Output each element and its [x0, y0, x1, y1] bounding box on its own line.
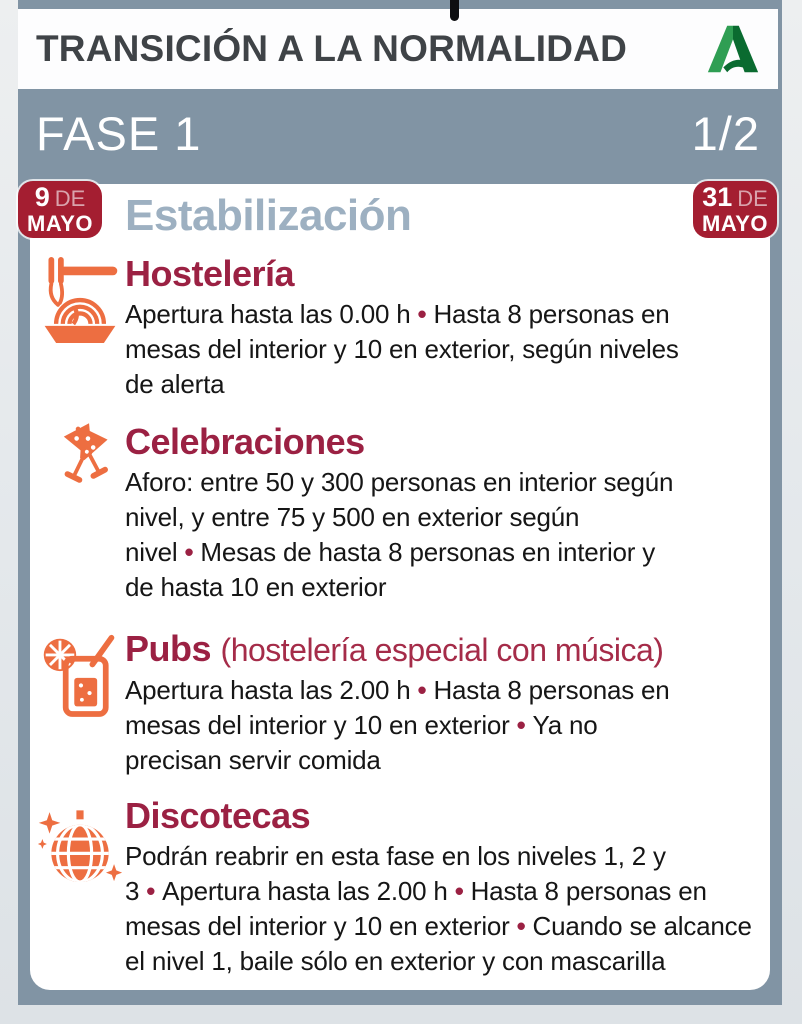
bullet-separator: •	[417, 675, 427, 705]
start-day: 9	[34, 182, 50, 212]
page-indicator: 1/2	[691, 106, 760, 160]
end-month: MAYO	[702, 211, 768, 236]
disco-ball-icon	[35, 796, 125, 979]
phase-bar: FASE 1 1/2	[18, 94, 778, 172]
section-title: Pubs (hostelería especial con música)	[125, 629, 770, 670]
end-date-badge: 31 DE MAYO	[693, 181, 777, 238]
section-title: Hostelería	[125, 253, 295, 294]
section-title-main: Pubs	[125, 628, 212, 669]
stage-header: Estabilización	[30, 184, 770, 246]
start-de: DE	[54, 186, 86, 211]
cocktail-drink-icon	[35, 629, 125, 778]
fork-noodles-bowl-icon	[35, 254, 125, 402]
toasting-glasses-icon	[35, 422, 125, 605]
section-pubs: Pubs (hostelería especial con música) Ap…	[30, 629, 770, 778]
section-title: Celebraciones	[125, 421, 365, 462]
section-title: Discotecas	[125, 795, 311, 836]
section-subtitle: (hostelería especial con música)	[220, 632, 664, 668]
end-day: 31	[702, 182, 733, 212]
page-title: TRANSICIÓN A LA NORMALIDAD	[36, 28, 627, 69]
header-band: TRANSICIÓN A LA NORMALIDAD	[18, 9, 778, 89]
start-date-badge: 9 DE MAYO	[18, 181, 102, 238]
section-discotecas: Discotecas Podrán reabrir en esta fase e…	[30, 796, 770, 979]
junta-de-andalucia-logo	[707, 25, 759, 73]
bullet-separator: •	[184, 537, 194, 567]
section-body: Apertura hasta las 2.00 h • Hasta 8 person…	[125, 675, 670, 775]
section-hosteleria: Hostelería Apertura hasta las 0.00 h • Has…	[30, 254, 770, 402]
bullet-separator: •	[516, 710, 526, 740]
stage-title: Estabilización	[125, 191, 412, 240]
bullet-separator: •	[454, 876, 464, 906]
section-body: Aforo: entre 50 y 300 personas en interi…	[125, 467, 674, 602]
section-body: Apertura hasta las 0.00 h • Hasta 8 person…	[125, 299, 679, 399]
bullet-separator: •	[516, 911, 526, 941]
phase-label: FASE 1	[36, 106, 202, 160]
start-month: MAYO	[27, 211, 93, 236]
bullet-separator: •	[417, 299, 427, 329]
stage-card: Estabilización	[30, 184, 770, 990]
end-de: DE	[737, 186, 768, 211]
section-celebraciones: Celebraciones Aforo: entre 50 y 300 pers…	[30, 422, 770, 605]
bullet-separator: •	[146, 876, 156, 906]
top-progress-tick	[450, 0, 459, 21]
section-body: Podrán reabrir en esta fase en los nivel…	[125, 841, 752, 976]
